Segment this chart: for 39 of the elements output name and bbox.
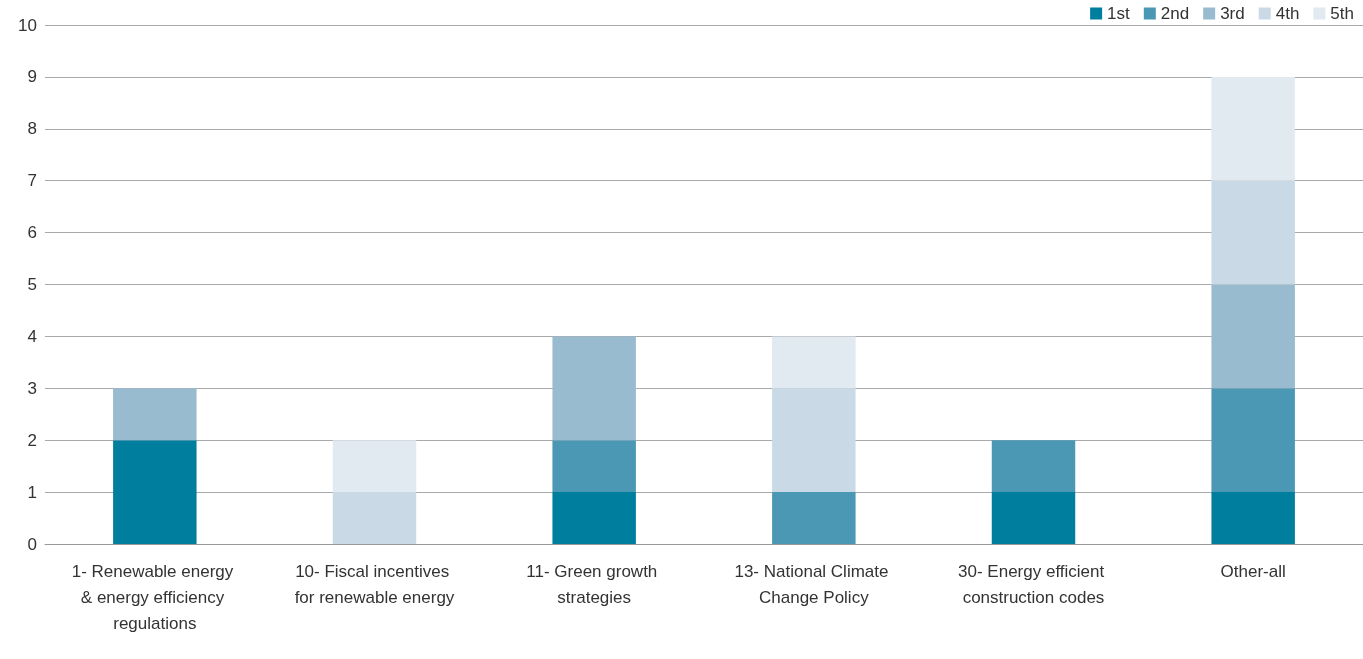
x-tick-label: 30- Energy efficient construction codes xyxy=(958,561,1109,607)
bar xyxy=(772,388,856,493)
bar xyxy=(552,492,636,544)
bar xyxy=(1211,180,1295,285)
legend-label: 3rd xyxy=(1220,4,1245,23)
y-tick-label: 1 xyxy=(27,482,37,502)
y-tick-label: 8 xyxy=(27,119,37,139)
x-tick-label: 10- Fiscal incentives for renewable energy xyxy=(294,561,455,607)
x-tick-label: 11- Green growth strategies xyxy=(526,561,663,607)
bar xyxy=(772,336,856,389)
y-tick-label: 5 xyxy=(27,275,37,294)
bar xyxy=(113,440,197,544)
bar xyxy=(991,440,1076,493)
bar xyxy=(113,388,197,441)
bar xyxy=(991,492,1076,544)
legend-label: 5th xyxy=(1330,4,1355,23)
legend-label: 4th xyxy=(1275,4,1300,23)
bar xyxy=(772,492,856,544)
y-tick-label: 10 xyxy=(18,15,37,35)
y-tick-label: 6 xyxy=(27,223,37,243)
y-tick-label: 7 xyxy=(27,171,37,191)
bar xyxy=(552,336,636,441)
y-tick-label: 2 xyxy=(27,430,37,450)
y-tick-label: 3 xyxy=(27,378,37,398)
bar xyxy=(1211,492,1295,544)
bar xyxy=(552,440,636,493)
y-tick-label: 9 xyxy=(27,67,37,87)
y-tick-label: 4 xyxy=(27,326,37,346)
legend-label: 1st xyxy=(1107,4,1131,23)
x-tick-label: 13- National Climate Change Policy xyxy=(734,561,894,607)
bar xyxy=(332,492,417,544)
bar xyxy=(1211,284,1295,389)
legend-label: 2nd xyxy=(1160,4,1190,23)
x-tick-label: 1- Renewable energy & energy efficiency regulations xyxy=(71,561,238,633)
x-tick-label: Other-all xyxy=(1220,561,1286,581)
y-tick-label: 0 xyxy=(27,534,37,554)
bar xyxy=(1211,76,1295,181)
bar xyxy=(1211,388,1295,493)
bar xyxy=(332,440,417,493)
